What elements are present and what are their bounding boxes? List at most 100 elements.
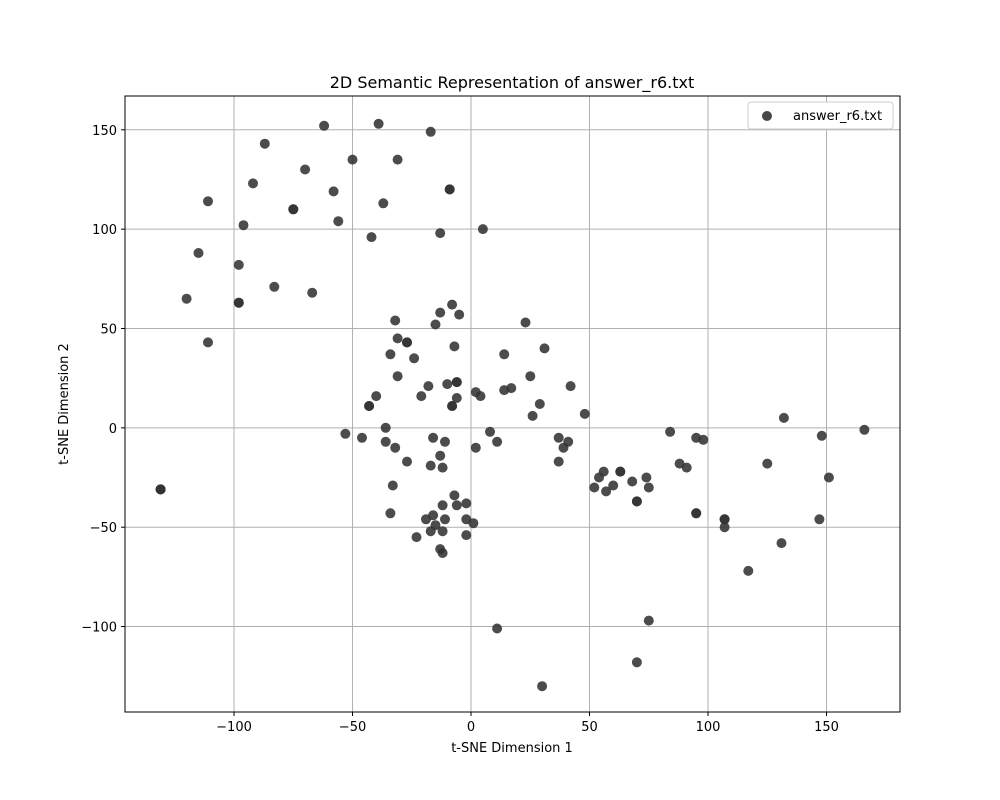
y-axis-label: t-SNE Dimension 2 <box>57 343 72 465</box>
legend-marker <box>762 111 772 121</box>
scatter-point <box>525 371 536 382</box>
x-tick-label: 0 <box>467 720 475 735</box>
y-tick-label: 150 <box>92 124 117 139</box>
scatter-point <box>425 126 436 137</box>
scatter-point <box>558 442 569 453</box>
scatter-point <box>181 293 192 304</box>
scatter-point <box>468 518 479 529</box>
scatter-point <box>451 500 462 511</box>
scatter-point <box>390 442 401 453</box>
scatter-point <box>492 436 503 447</box>
scatter-point <box>449 341 460 352</box>
scatter-point <box>485 426 495 437</box>
legend-box <box>747 101 894 130</box>
scatter-point <box>248 178 258 189</box>
data-points <box>155 118 870 692</box>
scatter-point <box>416 391 427 402</box>
scatter-point <box>385 508 396 519</box>
scatter-point <box>631 657 642 668</box>
x-tick-label: −50 <box>339 720 366 735</box>
scatter-point <box>437 548 448 558</box>
scatter-point <box>392 371 403 382</box>
scatter-point <box>380 422 391 433</box>
scatter-point <box>373 118 384 129</box>
grid-lines <box>125 96 900 712</box>
scatter-point <box>366 232 377 243</box>
scatter-point <box>425 526 436 537</box>
scatter-point <box>778 412 789 423</box>
scatter-point <box>385 349 396 360</box>
scatter-point <box>233 259 244 270</box>
scatter-point <box>430 319 441 330</box>
scatter-point <box>477 224 488 235</box>
scatter-point <box>859 424 870 435</box>
scatter-point <box>691 508 702 519</box>
scatter-point <box>300 164 311 175</box>
scatter-point <box>233 297 244 308</box>
scatter-point <box>442 379 453 390</box>
scatter-point <box>435 450 446 461</box>
scatter-point <box>437 462 448 473</box>
scatter-point <box>665 426 676 437</box>
scatter-point <box>447 299 458 310</box>
scatter-point <box>340 428 351 439</box>
scatter-point <box>203 196 213 207</box>
scatter-point <box>402 337 412 348</box>
y-tick-label: 100 <box>92 223 117 238</box>
scatter-point <box>378 198 389 209</box>
scatter-point <box>449 490 460 501</box>
x-tick-label: 150 <box>814 720 839 735</box>
scatter-point <box>402 456 412 467</box>
scatter-point <box>776 538 787 549</box>
scatter-point <box>437 500 448 511</box>
scatter-point <box>444 184 455 195</box>
legend: answer_r6.txt <box>747 101 894 130</box>
y-tick-label: 0 <box>109 422 117 437</box>
scatter-point <box>814 514 825 525</box>
x-axis-label: t-SNE Dimension 1 <box>451 741 573 756</box>
scatter-point <box>553 432 564 443</box>
scatter-point <box>259 138 270 149</box>
scatter-point <box>435 307 446 318</box>
plot-area-frame <box>124 95 901 713</box>
scatter-point <box>743 565 754 576</box>
scatter-point <box>319 120 330 131</box>
scatter-point <box>423 381 434 392</box>
scatter-point <box>461 530 472 541</box>
legend-label: answer_r6.txt <box>793 109 882 124</box>
scatter-point <box>475 391 486 402</box>
scatter-point <box>520 317 531 328</box>
scatter-point <box>380 436 391 447</box>
scatter-point <box>594 472 604 483</box>
scatter-point <box>527 410 538 421</box>
y-tick-label: 50 <box>100 322 117 337</box>
scatter-point <box>307 287 318 298</box>
scatter-point <box>392 154 403 165</box>
scatter-point <box>698 434 709 445</box>
scatter-point <box>641 472 652 483</box>
scatter-point <box>492 623 503 634</box>
scatter-point <box>615 466 626 477</box>
x-tick-label: 50 <box>581 720 598 735</box>
scatter-point <box>499 349 510 360</box>
scatter-point <box>411 532 422 543</box>
scatter-point <box>579 408 590 419</box>
scatter-point <box>364 401 375 411</box>
scatter-point <box>451 393 462 403</box>
scatter-point <box>357 432 367 443</box>
scatter-point <box>392 333 403 344</box>
scatter-point <box>390 315 401 326</box>
scatter-point <box>440 436 450 447</box>
scatter-point <box>643 615 654 626</box>
scatter-point <box>371 391 382 402</box>
scatter-point <box>539 343 550 354</box>
scatter-point <box>155 484 166 495</box>
scatter-point <box>451 377 462 388</box>
scatter-point <box>719 514 730 525</box>
x-tick-label: 100 <box>696 720 721 735</box>
scatter-point <box>608 480 619 491</box>
scatter-point <box>328 186 339 197</box>
scatter-point <box>447 401 458 411</box>
